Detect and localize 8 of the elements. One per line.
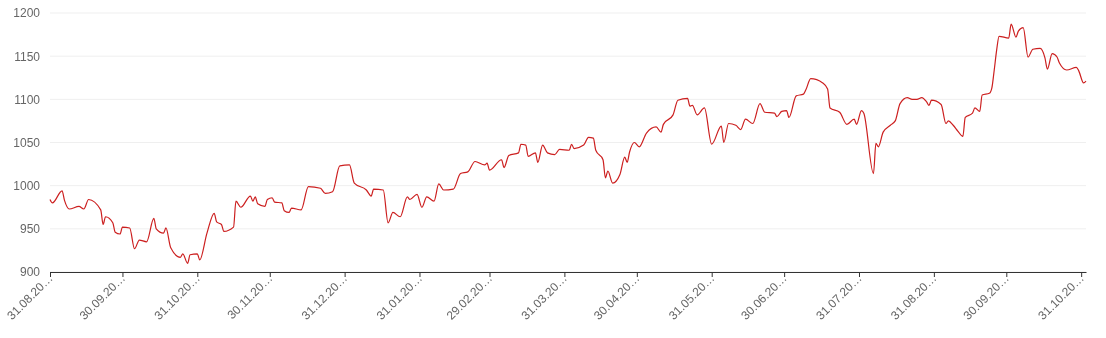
y-tick-label: 900 — [19, 265, 41, 280]
line-series — [49, 23, 1087, 264]
y-tick-label: 950 — [19, 222, 41, 237]
y-tick-label: 1000 — [13, 179, 41, 194]
y-tick-label: 1150 — [14, 49, 41, 64]
y-tick-label: 1100 — [14, 92, 41, 107]
y-tick-label: 1050 — [13, 135, 41, 150]
y-tick-label: 1200 — [13, 6, 41, 21]
